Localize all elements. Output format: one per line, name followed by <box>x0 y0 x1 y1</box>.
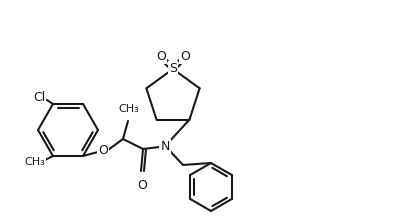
Text: O: O <box>180 50 190 64</box>
Text: O: O <box>98 145 108 158</box>
Text: CH₃: CH₃ <box>25 157 45 167</box>
Text: N: N <box>160 141 170 154</box>
Text: CH₃: CH₃ <box>119 104 139 114</box>
Text: O: O <box>138 179 148 192</box>
Text: Cl: Cl <box>33 90 45 104</box>
Text: S: S <box>169 62 177 75</box>
Text: O: O <box>156 50 166 64</box>
